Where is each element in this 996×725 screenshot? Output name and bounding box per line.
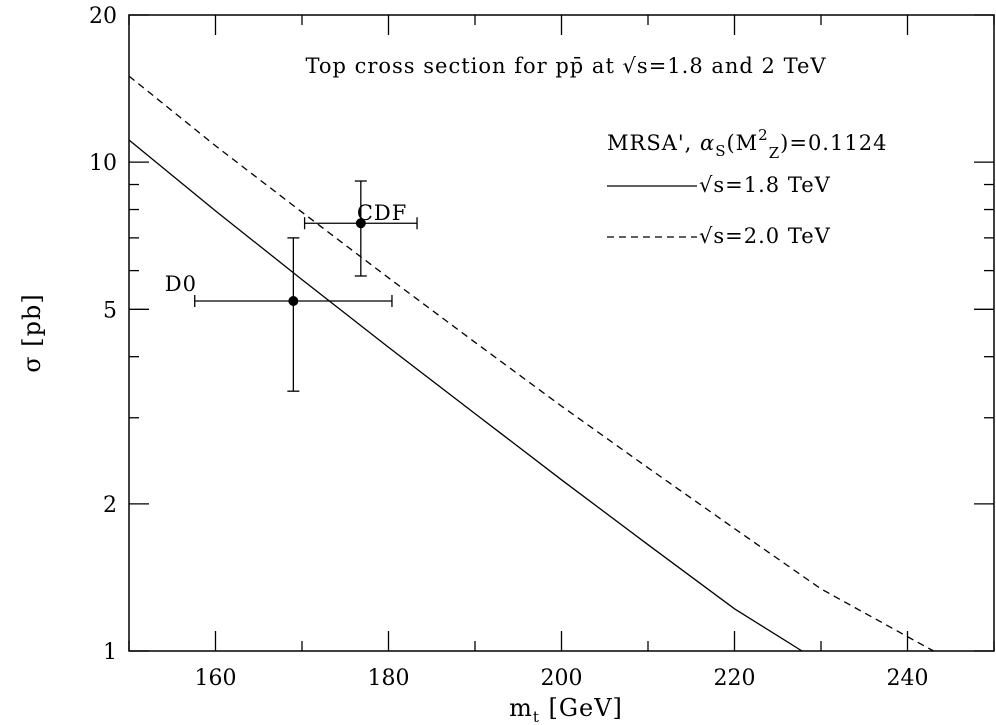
y-axis-label: σ [pb] [18, 293, 46, 372]
chart-title: Top cross section for pp̄ at √s=1.8 and … [305, 54, 826, 78]
x-tick-label: 240 [887, 666, 929, 691]
d0-point [288, 295, 299, 306]
series-line-1-8-tev [128, 139, 803, 652]
plot-frame [128, 14, 995, 652]
x-axis-label: mt [GeV] [509, 694, 623, 725]
legend-entry-1-8-tev: √s=1.8 TeV [699, 173, 831, 197]
y-tick-label: 5 [103, 298, 117, 323]
y-tick-label: 2 [103, 493, 117, 518]
d0-label: D0 [165, 272, 197, 296]
data-points: CDF D0 [165, 180, 418, 392]
legend-entry-2-0-tev: √s=2.0 TeV [699, 224, 831, 248]
axis-ticks: 160 180 200 220 240 1 2 5 10 20 [89, 4, 995, 691]
series-line-2-0-tev [128, 75, 934, 652]
x-tick-label: 200 [541, 666, 583, 691]
series-lines [128, 75, 934, 652]
legend-header: MRSA', αS(M2Z)=0.1124 [607, 126, 887, 162]
x-tick-label: 220 [714, 666, 756, 691]
y-tick-label: 20 [89, 4, 117, 29]
x-tick-label: 180 [368, 666, 410, 691]
x-tick-label: 160 [195, 666, 237, 691]
y-tick-label: 1 [103, 640, 117, 665]
cdf-label: CDF [357, 201, 407, 225]
cdf-point [355, 218, 366, 229]
y-tick-label: 10 [89, 151, 117, 176]
